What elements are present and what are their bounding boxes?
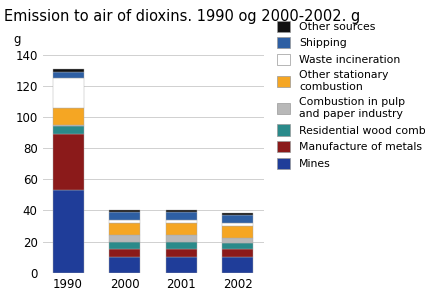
Bar: [166, 223, 197, 235]
Bar: [109, 241, 140, 249]
Bar: [53, 125, 84, 126]
Legend: Other sources, Shipping, Waste incineration, Other stationary
combustion, Combus: Other sources, Shipping, Waste incinerat…: [278, 21, 425, 169]
Bar: [109, 257, 140, 273]
Bar: [222, 249, 253, 257]
Bar: [222, 238, 253, 243]
Bar: [166, 210, 197, 212]
Bar: [166, 241, 197, 249]
Bar: [222, 214, 253, 215]
Bar: [53, 78, 84, 108]
Bar: [222, 226, 253, 238]
Bar: [109, 223, 140, 235]
Bar: [53, 72, 84, 78]
Text: g: g: [14, 33, 21, 46]
Bar: [222, 243, 253, 249]
Bar: [109, 212, 140, 220]
Bar: [53, 190, 84, 273]
Bar: [53, 134, 84, 190]
Bar: [166, 257, 197, 273]
Bar: [222, 223, 253, 226]
Bar: [109, 220, 140, 223]
Bar: [109, 210, 140, 212]
Bar: [222, 257, 253, 273]
Bar: [53, 108, 84, 125]
Text: Emission to air of dioxins. 1990 og 2000-2002. g: Emission to air of dioxins. 1990 og 2000…: [4, 9, 360, 24]
Bar: [166, 249, 197, 257]
Bar: [166, 212, 197, 220]
Bar: [109, 249, 140, 257]
Bar: [109, 235, 140, 241]
Bar: [166, 220, 197, 223]
Bar: [53, 68, 84, 72]
Bar: [53, 126, 84, 134]
Bar: [222, 215, 253, 223]
Bar: [166, 235, 197, 241]
